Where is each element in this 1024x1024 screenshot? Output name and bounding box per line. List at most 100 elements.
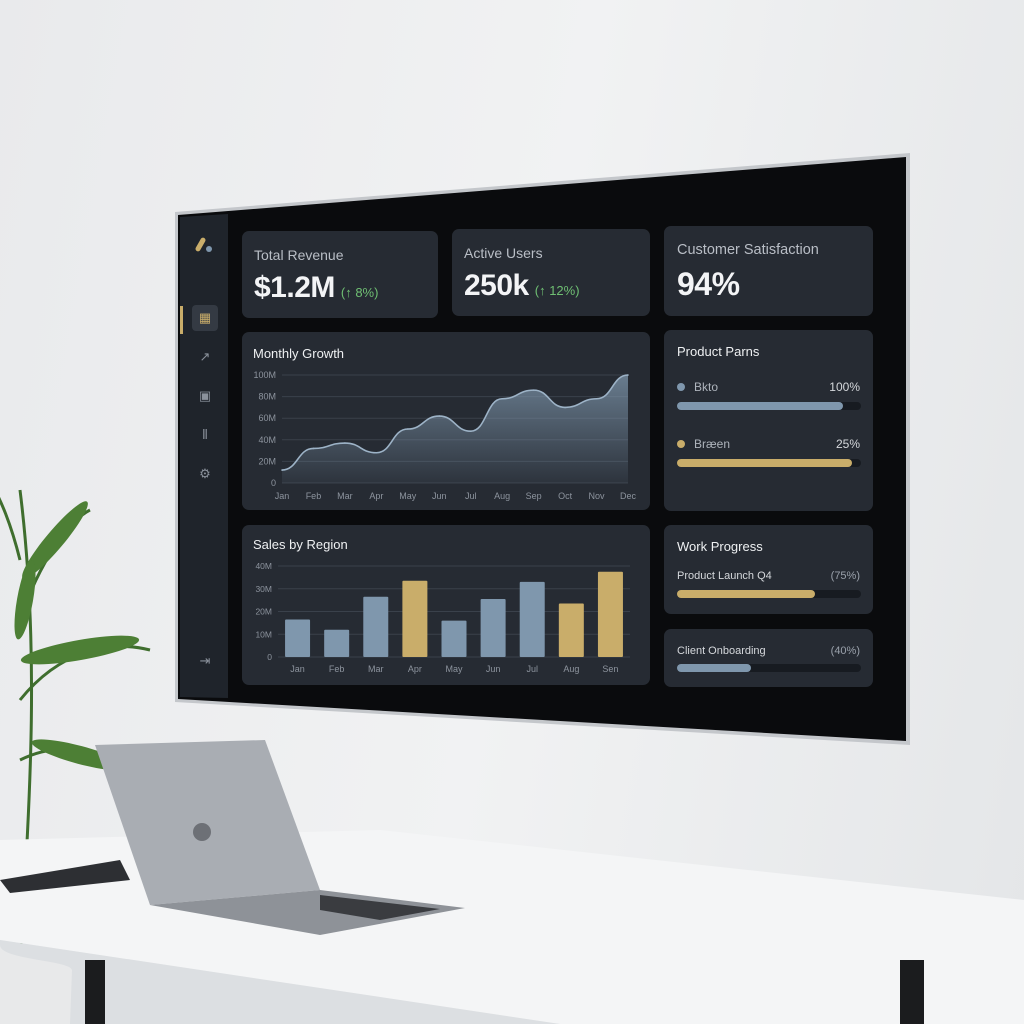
x-tick-label: Dec	[620, 491, 637, 501]
data-point	[627, 374, 629, 376]
logout-icon[interactable]: ⇥	[199, 653, 211, 668]
bar	[363, 596, 389, 657]
kpi-card-customer-satisfaction: Customer Satisfaction 94%	[664, 226, 873, 316]
kpi-delta: (↑ 12%)	[534, 283, 580, 298]
y-tick-label: 30M	[255, 584, 272, 594]
task-progress-bar	[677, 664, 861, 672]
kpi-value: $1.2M (↑ 8%)	[254, 271, 379, 304]
card-title: Work Progress	[677, 539, 763, 554]
plan-percent: 100%	[829, 380, 860, 394]
legend-dot-icon	[677, 383, 685, 391]
x-tick-label: Jul	[465, 491, 477, 501]
chart-title: Monthly Growth	[253, 346, 345, 361]
bar	[324, 629, 350, 657]
data-point	[312, 447, 315, 450]
data-point	[501, 397, 503, 400]
calendar-icon[interactable]: ▣	[198, 388, 212, 403]
data-point	[564, 406, 566, 409]
plan-progress-bar	[677, 459, 861, 467]
plant-pot	[0, 945, 72, 1024]
task-progress-bar	[677, 590, 861, 598]
bar	[285, 619, 311, 657]
desk-leg	[900, 960, 924, 1024]
y-tick-label: 10M	[255, 629, 272, 639]
active-indicator	[180, 306, 183, 334]
kpi-label: Customer Satisfaction	[677, 242, 819, 258]
x-tick-label: Aug	[494, 491, 510, 501]
x-tick-label: Jul	[526, 664, 538, 674]
x-tick-label: Mar	[337, 491, 353, 501]
kpi-label: Active Users	[464, 245, 543, 261]
legend-dot-icon	[677, 440, 685, 448]
bar	[558, 603, 584, 657]
bar-chart-icon[interactable]: ⫴	[202, 427, 208, 442]
area-line	[281, 374, 629, 471]
notebook	[0, 860, 130, 893]
data-point	[407, 428, 409, 430]
laptop	[95, 740, 465, 935]
data-point	[469, 430, 472, 432]
client-onboarding-card: Client Onboarding (40%)	[664, 629, 873, 687]
kpi-label: Total Revenue	[254, 247, 344, 263]
task-percent: (75%)	[830, 570, 860, 582]
sidebar	[180, 214, 228, 698]
card-title: Product Parns	[677, 344, 760, 359]
kpi-card-active-users: Active Users 250k (↑ 12%)	[452, 229, 650, 316]
y-tick-label: 0	[271, 478, 276, 488]
app-logo	[194, 236, 212, 253]
y-tick-label: 80M	[258, 392, 276, 402]
x-tick-label: May	[445, 664, 463, 674]
x-tick-label: Jan	[275, 491, 290, 501]
work-progress-card: Work Progress Product Launch Q4 (75%)	[664, 525, 873, 614]
plan-progress-bar	[677, 402, 861, 410]
x-tick-label: Sen	[602, 664, 618, 674]
bar	[597, 571, 623, 657]
x-tick-label: Nov	[589, 491, 606, 501]
plan-name: Bræen	[677, 437, 730, 451]
x-tick-label: Jun	[486, 664, 501, 674]
grid-icon[interactable]: ▦	[192, 305, 218, 331]
plan-percent: 25%	[835, 437, 860, 451]
x-tick-label: Mar	[368, 664, 384, 674]
x-tick-label: Feb	[329, 664, 345, 674]
plant-leaves	[14, 501, 140, 771]
task-percent: (40%)	[830, 645, 860, 657]
x-tick-label: May	[399, 491, 417, 501]
y-tick-label: 20M	[258, 456, 276, 466]
sales-by-region-chart: 0 10M 20M 30M 40M Jan Feb Mar Apr May Jun Jul Aug Sen	[255, 561, 630, 674]
bar	[519, 581, 545, 657]
task-name: Product Launch Q4	[677, 570, 772, 582]
desk-leg	[85, 960, 105, 1024]
kpi-value: 94%	[677, 266, 740, 302]
x-tick-label: Jun	[432, 491, 447, 501]
data-point	[595, 397, 598, 400]
bar	[441, 620, 467, 657]
x-tick-label: Feb	[306, 491, 322, 501]
y-tick-label: 40M	[258, 435, 276, 445]
y-tick-label: 40M	[255, 561, 272, 571]
apple-logo-icon	[193, 823, 211, 841]
plan-name: Bkto	[677, 380, 718, 394]
y-tick-label: 20M	[255, 607, 272, 617]
x-tick-label: Apr	[369, 491, 383, 501]
data-point	[375, 451, 378, 454]
product-plans-card: Product Parns Bkto 100% Bræen 25%	[664, 330, 873, 511]
kpi-delta: (↑ 8%)	[340, 285, 379, 300]
y-tick-label: 0	[267, 652, 272, 662]
x-tick-label: Jan	[290, 664, 305, 674]
kpi-card-total-revenue: Total Revenue $1.2M (↑ 8%)	[242, 231, 438, 318]
gear-icon[interactable]: ⚙	[199, 466, 211, 481]
bar	[480, 598, 506, 657]
data-point	[344, 442, 346, 444]
data-point	[438, 415, 441, 417]
trending-up-icon[interactable]: ↗	[199, 349, 211, 364]
task-name: Client Onboarding	[677, 645, 766, 657]
x-tick-label: Aug	[563, 664, 579, 674]
y-tick-label: 60M	[258, 413, 276, 423]
y-tick-label: 100M	[253, 370, 276, 380]
data-point	[532, 389, 535, 391]
x-tick-label: Oct	[558, 491, 573, 501]
bar	[402, 580, 428, 657]
